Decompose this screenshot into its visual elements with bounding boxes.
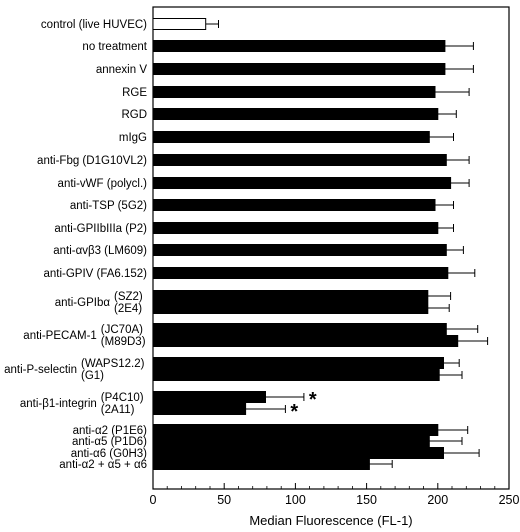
category-labels: control (live HUVEC) no treatment annexin … [4, 19, 148, 471]
category-group-label: anti-β1-integrin [20, 398, 97, 410]
x-tick-label: 200 [427, 493, 448, 507]
x-axis-ticks: 0 50 100 150 200 250 [150, 483, 520, 507]
category-sublabel: (P4C10) [101, 392, 144, 404]
x-tick-label: 100 [285, 493, 306, 507]
x-tick-label: 0 [150, 493, 157, 507]
bar [152, 403, 247, 415]
bar [152, 424, 439, 436]
category-label: no treatment [82, 41, 147, 53]
bar [152, 302, 429, 314]
bar [152, 199, 436, 211]
x-tick-label: 150 [356, 493, 377, 507]
category-label: anti-GPIIbIIIa (P2) [54, 223, 147, 235]
bars-layer: ** [152, 18, 489, 470]
bar [152, 357, 444, 369]
bar [152, 323, 447, 335]
bar [152, 177, 452, 189]
bar [152, 40, 446, 52]
bar [152, 244, 447, 256]
category-group-label: anti-GPIbα [55, 297, 111, 309]
category-sublabel: (G1) [81, 370, 104, 382]
category-label: anti-α2 (P1E6) [73, 425, 148, 437]
x-tick-label: 250 [499, 493, 520, 507]
category-group-label: anti-P-selectin [4, 364, 77, 376]
bar [152, 86, 436, 98]
bar [152, 63, 446, 75]
category-label: anti-α2 + α5 + α6 [59, 459, 147, 471]
category-label: anti-α6 (G0H3) [71, 448, 147, 460]
bar [152, 447, 444, 459]
bar [152, 222, 439, 234]
category-sublabel: (2A11) [101, 404, 135, 416]
category-sublabel: (M89D3) [101, 336, 146, 348]
category-label: anti-Fbg (D1G10VL2) [37, 155, 147, 167]
bar [152, 290, 429, 302]
significance-star: * [290, 401, 298, 423]
category-sublabel: (JC70A) [101, 324, 143, 336]
category-label: annexin V [96, 64, 147, 76]
bar [152, 335, 459, 347]
bar [152, 108, 439, 120]
category-label: anti-vWF (polycl.) [58, 178, 148, 190]
category-label: anti-αvβ3 (LM609) [53, 245, 147, 257]
category-label: RGD [121, 109, 147, 121]
significance-star: * [309, 389, 317, 411]
category-sublabel: (WAPS12.2) [81, 358, 145, 370]
category-sublabel: (2E4) [114, 303, 142, 315]
category-group-label: anti-PECAM-1 [23, 330, 97, 342]
category-label: mIgG [119, 132, 147, 144]
bar [152, 435, 430, 447]
category-label: anti-GPIV (FA6.152) [43, 268, 147, 280]
bar [152, 391, 266, 403]
bar [152, 131, 430, 143]
bar [152, 369, 440, 381]
category-sublabel: (SZ2) [114, 291, 143, 303]
bar [152, 18, 207, 30]
category-label: RGE [122, 87, 147, 99]
bar [152, 458, 370, 470]
x-axis-label: Median Fluorescence (FL-1) [249, 513, 412, 528]
category-label: anti-TSP (5G2) [70, 200, 147, 212]
x-tick-label: 50 [217, 493, 231, 507]
bar [152, 267, 449, 279]
category-label: anti-α5 (P1D6) [72, 436, 147, 448]
bar [152, 154, 447, 166]
category-label: control (live HUVEC) [41, 19, 147, 31]
